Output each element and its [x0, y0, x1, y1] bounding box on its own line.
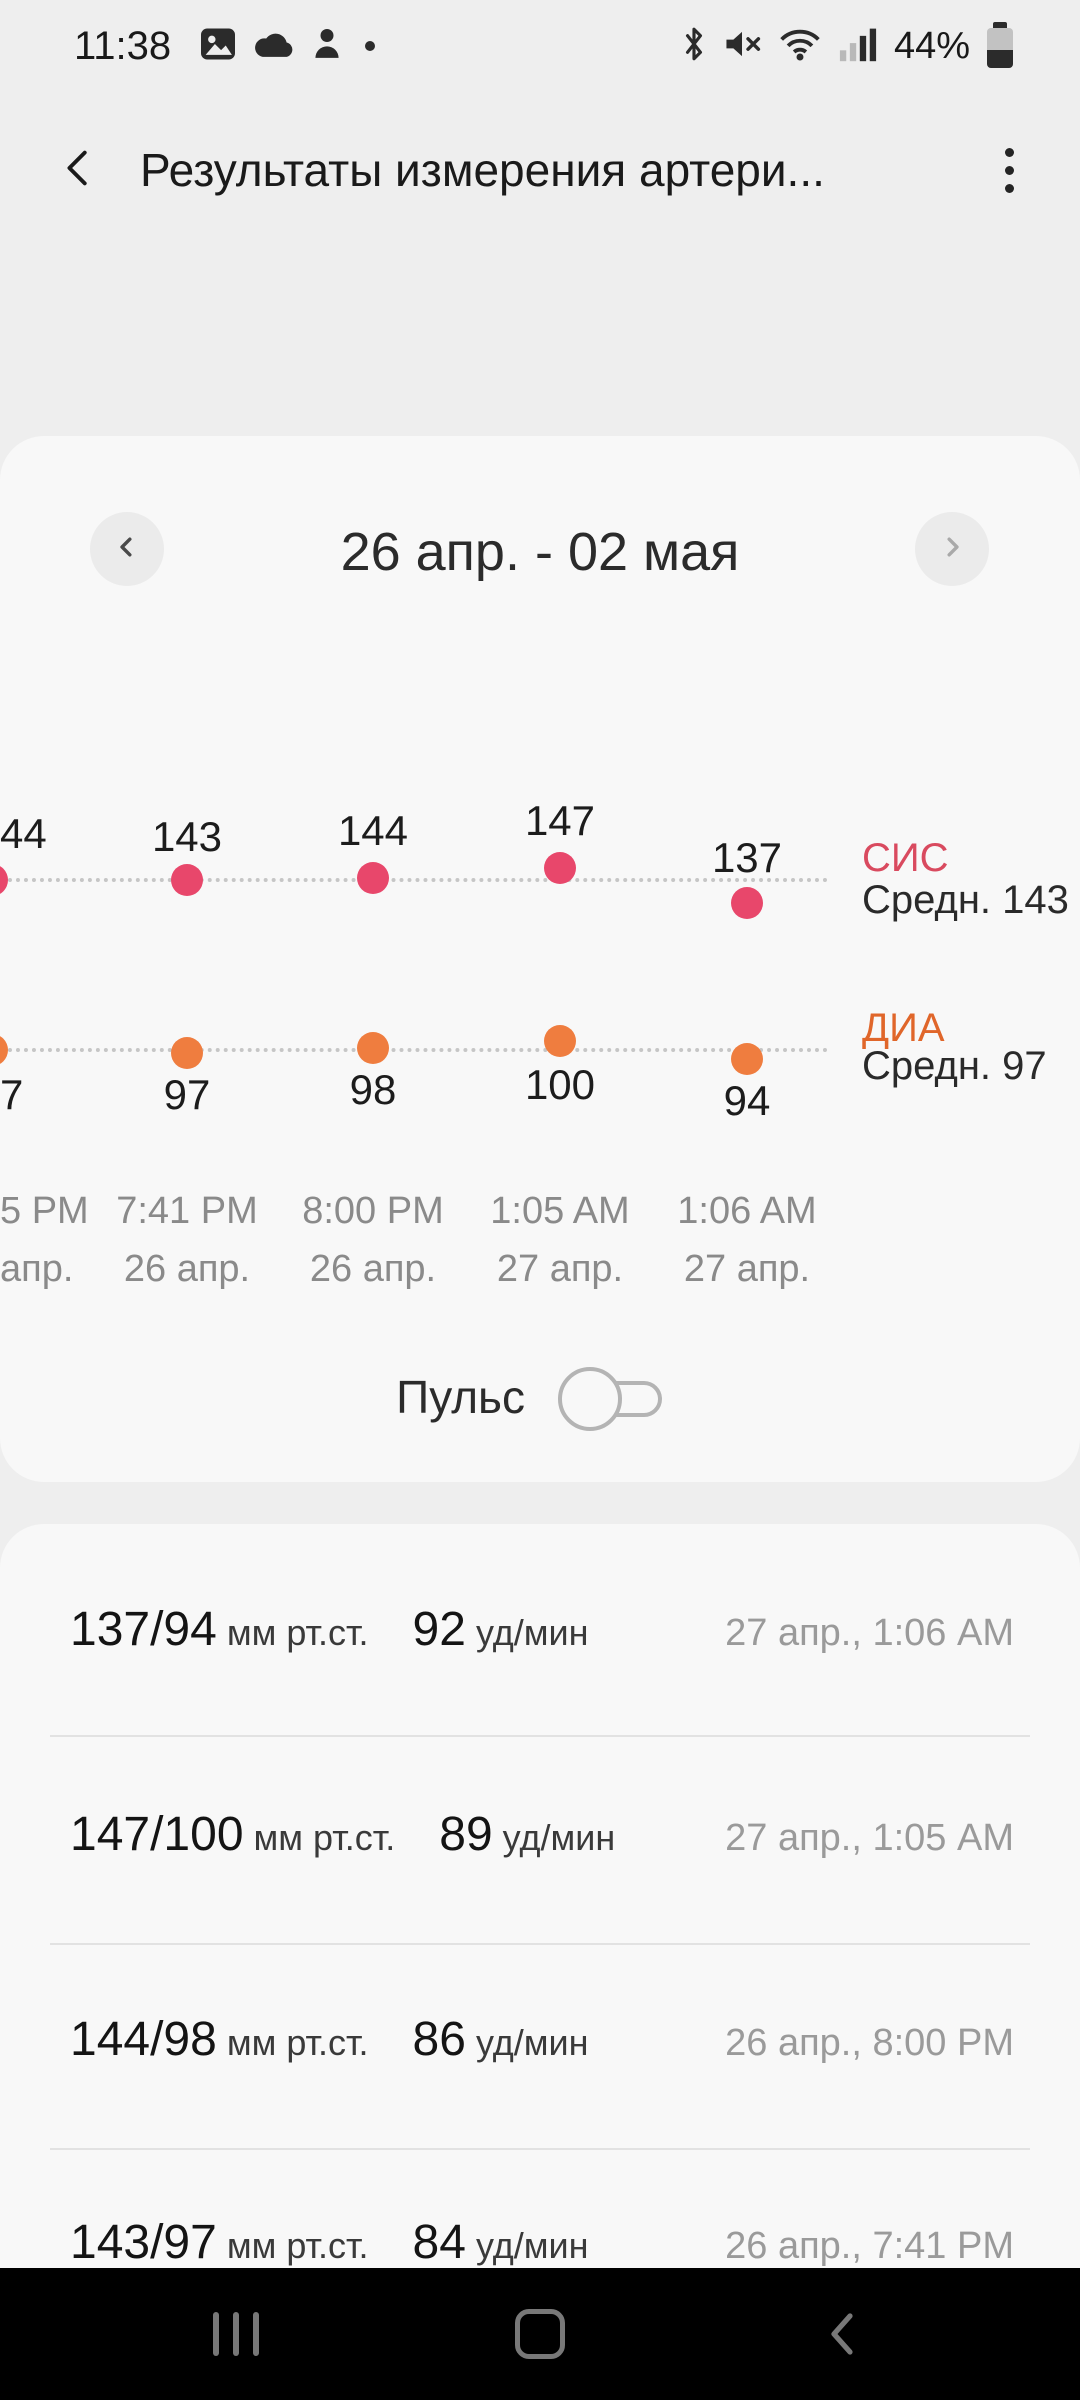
- three-dot-menu-icon: [1004, 147, 1014, 157]
- measurement-row[interactable]: 143/97 мм рт.ст. 84 уд/мин 26 апр., 7:41…: [70, 2215, 1014, 2287]
- toggle-thumb: [558, 1367, 622, 1431]
- dia-point-label: 100: [524, 1061, 596, 1108]
- chevron-right-icon: [935, 530, 969, 569]
- sys-data-point: [0, 864, 8, 896]
- x-axis-label: 1:05 AM 27 апр.: [490, 1190, 630, 1290]
- previous-week-button[interactable]: [90, 512, 164, 586]
- dia-data-point: [544, 1025, 576, 1057]
- chevron-left-icon: [56, 145, 102, 196]
- dia-baseline: [0, 1048, 828, 1052]
- legend-sys-label: СИС: [862, 836, 949, 880]
- gallery-notification-icon: [199, 27, 237, 66]
- dia-data-point: [731, 1043, 763, 1075]
- pulse-value: 89: [439, 1808, 493, 1861]
- sys-data-point: [357, 862, 389, 894]
- chevron-left-icon: [110, 530, 144, 569]
- status-left-group: 11:38: [74, 23, 376, 69]
- bp-value: 144/98: [70, 2013, 217, 2066]
- back-nav-button[interactable]: [822, 2310, 862, 2363]
- measurement-row[interactable]: 144/98 мм рт.ст. 86 уд/мин 26 апр., 8:00…: [70, 2012, 1014, 2084]
- dia-point-label: 94: [723, 1077, 771, 1124]
- measurement-timestamp: 26 апр., 7:41 PM: [725, 2225, 1014, 2267]
- legend-dia-average: Средн. 97: [862, 1044, 1047, 1088]
- pulse-value: 92: [412, 1603, 466, 1656]
- date-range-label: 26 апр. - 02 мая: [340, 522, 740, 582]
- pulse-value: 84: [412, 2216, 466, 2269]
- bp-unit: мм рт.ст.: [253, 1817, 396, 1858]
- divider: [50, 1735, 1030, 1737]
- bp-unit: мм рт.ст.: [226, 2022, 369, 2063]
- dia-data-point: [357, 1032, 389, 1064]
- divider: [50, 1943, 1030, 1945]
- dia-point-label: 7: [0, 1071, 24, 1118]
- battery-icon: [986, 22, 1014, 70]
- more-options-button[interactable]: [974, 120, 1044, 220]
- bp-unit: мм рт.ст.: [226, 1612, 369, 1653]
- signal-strength-icon: [838, 25, 878, 68]
- dia-data-point: [0, 1034, 8, 1066]
- header: Результаты измерения артери...: [0, 100, 1080, 240]
- pulse-toggle-switch[interactable]: [558, 1364, 668, 1434]
- pulse-unit: уд/мин: [475, 2022, 589, 2063]
- x-axis-label: 1:06 AM 27 апр.: [677, 1190, 817, 1290]
- bp-unit: мм рт.ст.: [226, 2225, 369, 2266]
- back-button[interactable]: [36, 120, 122, 220]
- sound-muted-icon: [722, 25, 762, 68]
- sys-point-label: 147: [524, 797, 596, 844]
- pulse-toggle-label: Пульс: [396, 1371, 525, 1423]
- bluetooth-icon: [682, 25, 706, 68]
- pulse-unit: уд/мин: [475, 2225, 589, 2266]
- battery-percent-text: 44%: [893, 24, 970, 67]
- android-navigation-bar: [0, 2268, 1080, 2400]
- sys-data-point: [544, 852, 576, 884]
- home-button[interactable]: [515, 2309, 565, 2359]
- measurement-timestamp: 27 апр., 1:06 AM: [725, 1612, 1014, 1654]
- chart-card: 26 апр. - 02 мая 44 143 144 147 137 7 97…: [0, 436, 1080, 1482]
- bp-value: 147/100: [70, 1808, 244, 1861]
- next-week-button[interactable]: [915, 512, 989, 586]
- pulse-value: 86: [412, 2013, 466, 2066]
- bp-value: 143/97: [70, 2216, 217, 2269]
- recents-button[interactable]: [213, 2312, 259, 2356]
- measurement-row[interactable]: 137/94 мм рт.ст. 92 уд/мин 27 апр., 1:06…: [70, 1602, 1014, 1674]
- sys-point-label: 143: [151, 813, 223, 860]
- cloud-notification-icon: [253, 29, 295, 64]
- x-axis-label: 8:00 PM 26 апр.: [302, 1190, 444, 1290]
- measurement-timestamp: 27 апр., 1:05 AM: [725, 1817, 1014, 1859]
- pulse-unit: уд/мин: [475, 1612, 589, 1653]
- pulse-unit: уд/мин: [502, 1817, 616, 1858]
- measurement-timestamp: 26 апр., 8:00 PM: [725, 2022, 1014, 2064]
- sys-point-label: 137: [711, 834, 783, 881]
- dia-point-label: 97: [163, 1071, 211, 1118]
- page-title: Результаты измерения артери...: [140, 144, 825, 196]
- sys-point-label: 44: [0, 810, 47, 857]
- status-right-group: 44%: [682, 22, 1014, 70]
- recents-icon: [213, 2312, 219, 2356]
- period-tabs: День Неделя Месяц: [0, 296, 1080, 691]
- dia-data-point: [171, 1037, 203, 1069]
- legend-sys-average: Средн. 143: [862, 878, 1069, 922]
- status-time: 11:38: [74, 23, 172, 68]
- legend-dia-label: ДИА: [862, 1006, 945, 1050]
- dia-point-label: 98: [349, 1066, 397, 1113]
- x-axis-label: 5 PM апр.: [0, 1190, 89, 1290]
- sys-data-point: [731, 887, 763, 919]
- more-notifications-dot-icon: [365, 41, 376, 51]
- measurement-list-card: 137/94 мм рт.ст. 92 уд/мин 27 апр., 1:06…: [0, 1524, 1080, 2400]
- wifi-icon: [778, 26, 822, 67]
- sys-point-label: 144: [337, 807, 409, 854]
- person-notification-icon: [311, 27, 343, 66]
- sys-baseline: [0, 878, 828, 882]
- status-bar: 11:38 44%: [0, 0, 1080, 92]
- measurement-row[interactable]: 147/100 мм рт.ст. 89 уд/мин 27 апр., 1:0…: [70, 1807, 1014, 1879]
- sys-data-point: [171, 864, 203, 896]
- bp-value: 137/94: [70, 1603, 217, 1656]
- x-axis-label: 7:41 PM 26 апр.: [116, 1190, 258, 1290]
- divider: [50, 2148, 1030, 2150]
